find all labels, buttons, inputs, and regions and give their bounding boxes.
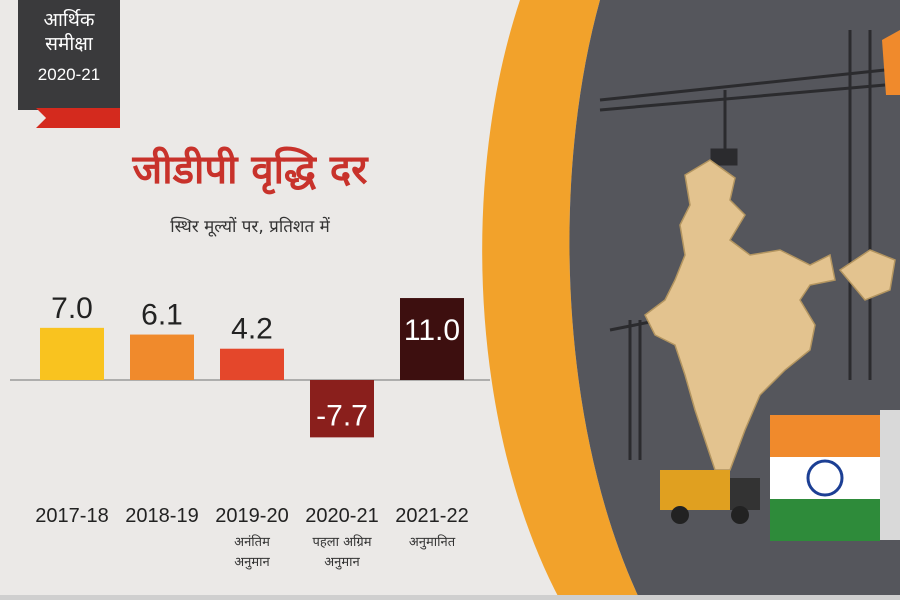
logo-mark xyxy=(882,30,900,95)
tick-note-2019-20-0: अनंतिम xyxy=(234,534,270,550)
chart-subtitle: स्थिर मूल्यों पर, प्रतिशत में xyxy=(170,217,330,237)
bar-2021-22 xyxy=(400,298,464,380)
data-label-2019-20: 4.2 xyxy=(231,313,273,346)
tick-label-2019-20: 2019-20 xyxy=(215,505,288,527)
badge-line-2: समीक्षा xyxy=(45,33,93,55)
bar-2018-19 xyxy=(130,334,194,380)
infographic-panel: आर्थिक समीक्षा 2020-21 जीडीपी वृद्धि दर … xyxy=(10,0,490,570)
badge-year: 2020-21 xyxy=(37,65,101,84)
tick-label-2021-22: 2021-22 xyxy=(395,505,468,527)
india-construction-illustration xyxy=(482,0,900,600)
bar-2017-18 xyxy=(40,327,104,380)
data-label-2018-19: 6.1 xyxy=(141,299,183,332)
tick-label-2017-18: 2017-18 xyxy=(35,505,108,527)
bar-2020-21 xyxy=(310,380,374,438)
india-flag-icon xyxy=(770,410,900,541)
chart-title: जीडीपी वृद्धि दर xyxy=(132,147,368,193)
bottom-strip xyxy=(0,595,900,600)
badge-ribbon xyxy=(36,108,120,128)
data-label-2017-18: 7.0 xyxy=(51,292,93,325)
data-label-2021-22: 11.0 xyxy=(404,314,460,347)
gdp-growth-bar-chart: 7.0 2017-18 6.1 2018-19 4.2 2019-20 अनंतिम अनुम… xyxy=(10,292,490,570)
tick-label-2018-19: 2018-19 xyxy=(125,505,198,527)
badge-line-1: आर्थिक xyxy=(43,9,95,31)
tick-label-2020-21: 2020-21 xyxy=(305,505,378,527)
data-label-2020-21: -7.7 xyxy=(316,399,368,432)
tick-note-2020-21-0: पहला अग्रिम xyxy=(312,534,371,550)
india-map-icon xyxy=(644,159,896,471)
truck-icon xyxy=(660,470,760,524)
report-badge: आर्थिक समीक्षा 2020-21 xyxy=(18,0,120,110)
orange-arc xyxy=(482,0,640,600)
illustration-panel xyxy=(480,0,900,600)
crane-icon xyxy=(599,30,886,460)
bar-2019-20 xyxy=(220,348,284,380)
tick-note-2021-22-0: अनुमानित xyxy=(409,534,456,550)
tick-note-2019-20-1: अनुमान xyxy=(234,555,270,570)
tick-note-2020-21-1: अनुमान xyxy=(324,555,360,570)
